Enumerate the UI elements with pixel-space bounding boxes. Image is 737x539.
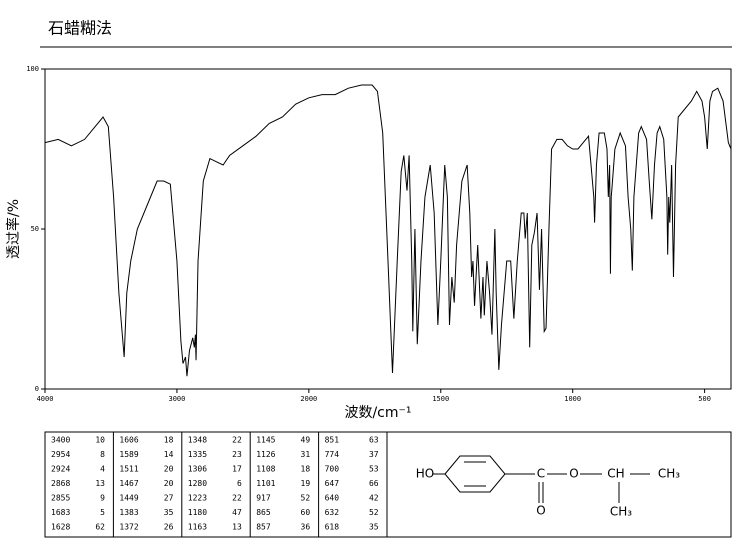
peak-transmittance: 22 <box>232 494 242 503</box>
peak-transmittance: 9 <box>100 494 105 503</box>
x-tick-label: 500 <box>698 395 711 403</box>
structure-label: HO <box>416 467 434 481</box>
peak-wavenumber: 1383 <box>119 508 138 517</box>
peak-transmittance: 13 <box>232 523 242 532</box>
peak-wavenumber: 1223 <box>188 494 207 503</box>
peak-wavenumber: 851 <box>325 436 340 445</box>
structure-label: O <box>569 467 578 481</box>
peak-wavenumber: 640 <box>325 494 340 503</box>
peak-transmittance: 36 <box>301 523 311 532</box>
x-axis-title: 波数/cm⁻¹ <box>344 405 411 421</box>
peak-transmittance: 62 <box>95 523 105 532</box>
peak-wavenumber: 1306 <box>188 465 207 474</box>
peak-wavenumber: 618 <box>325 523 340 532</box>
peak-transmittance: 42 <box>369 494 379 503</box>
structure-label: CH₃ <box>658 467 680 481</box>
peak-transmittance: 60 <box>301 508 311 517</box>
peak-wavenumber: 774 <box>325 450 340 459</box>
peak-wavenumber: 3400 <box>51 436 70 445</box>
peak-transmittance: 14 <box>164 450 174 459</box>
structure-label: CH₃ <box>610 505 632 519</box>
peak-wavenumber: 1628 <box>51 523 70 532</box>
peak-transmittance: 26 <box>164 523 174 532</box>
peak-transmittance: 13 <box>95 479 105 488</box>
peak-transmittance: 6 <box>237 479 242 488</box>
plot-frame <box>44 68 732 390</box>
peak-wavenumber: 1589 <box>119 450 138 459</box>
peak-wavenumber: 647 <box>325 479 340 488</box>
x-tick-label: 1500 <box>432 395 449 403</box>
peak-wavenumber: 1180 <box>188 508 207 517</box>
peak-transmittance: 52 <box>301 494 311 503</box>
peak-wavenumber: 1348 <box>188 436 207 445</box>
peak-transmittance: 23 <box>232 450 242 459</box>
peak-wavenumber: 1683 <box>51 508 70 517</box>
peak-wavenumber: 1280 <box>188 479 207 488</box>
peak-wavenumber: 917 <box>256 494 271 503</box>
peak-transmittance: 19 <box>301 479 311 488</box>
peak-wavenumber: 2924 <box>51 465 70 474</box>
peak-transmittance: 52 <box>369 508 379 517</box>
peak-wavenumber: 1467 <box>119 479 138 488</box>
x-tick-label: 4000 <box>37 395 54 403</box>
peak-transmittance: 47 <box>232 508 242 517</box>
peak-wavenumber: 1449 <box>119 494 138 503</box>
peak-transmittance: 35 <box>369 523 379 532</box>
peak-wavenumber: 865 <box>256 508 271 517</box>
peak-transmittance: 63 <box>369 436 379 445</box>
peak-transmittance: 35 <box>164 508 174 517</box>
peak-wavenumber: 2954 <box>51 450 70 459</box>
page-title: 石蜡糊法 <box>48 19 112 38</box>
x-tick-label: 2000 <box>300 395 317 403</box>
peak-transmittance: 4 <box>100 465 105 474</box>
peak-wavenumber: 1606 <box>119 436 138 445</box>
structure-label: C <box>537 467 545 481</box>
y-axis-title: 透过率/% <box>5 199 22 259</box>
peak-wavenumber: 1372 <box>119 523 138 532</box>
peak-wavenumber: 1145 <box>256 436 275 445</box>
y-tick-label: 0 <box>35 385 39 393</box>
peak-transmittance: 10 <box>95 436 105 445</box>
peak-transmittance: 18 <box>301 465 311 474</box>
peak-transmittance: 66 <box>369 479 379 488</box>
y-tick-label: 100 <box>26 65 39 73</box>
peak-transmittance: 31 <box>301 450 311 459</box>
peak-wavenumber: 632 <box>325 508 340 517</box>
spectrum-line <box>44 84 732 377</box>
peak-wavenumber: 700 <box>325 465 340 474</box>
y-tick-label: 50 <box>31 225 39 233</box>
peak-transmittance: 18 <box>164 436 174 445</box>
structure-bonds <box>433 455 650 503</box>
peak-wavenumber: 2868 <box>51 479 70 488</box>
peak-transmittance: 22 <box>232 436 242 445</box>
peak-transmittance: 17 <box>232 465 242 474</box>
peak-transmittance: 20 <box>164 479 174 488</box>
peak-wavenumber: 857 <box>256 523 271 532</box>
peak-wavenumber: 1163 <box>188 523 207 532</box>
peak-wavenumber: 1108 <box>256 465 275 474</box>
peak-wavenumber: 1511 <box>119 465 138 474</box>
peak-transmittance: 37 <box>369 450 379 459</box>
x-tick-label: 1000 <box>564 395 581 403</box>
peak-transmittance: 5 <box>100 508 105 517</box>
table-frame <box>44 431 732 538</box>
peak-wavenumber: 1101 <box>256 479 275 488</box>
structure-label: CH <box>607 467 624 481</box>
peak-transmittance: 8 <box>100 450 105 459</box>
peak-transmittance: 27 <box>164 494 174 503</box>
peak-wavenumber: 1126 <box>256 450 275 459</box>
x-tick-label: 3000 <box>168 395 185 403</box>
peak-transmittance: 20 <box>164 465 174 474</box>
peak-wavenumber: 2855 <box>51 494 70 503</box>
peak-transmittance: 49 <box>301 436 311 445</box>
peak-transmittance: 53 <box>369 465 379 474</box>
peak-wavenumber: 1335 <box>188 450 207 459</box>
structure-label: O <box>536 504 545 518</box>
